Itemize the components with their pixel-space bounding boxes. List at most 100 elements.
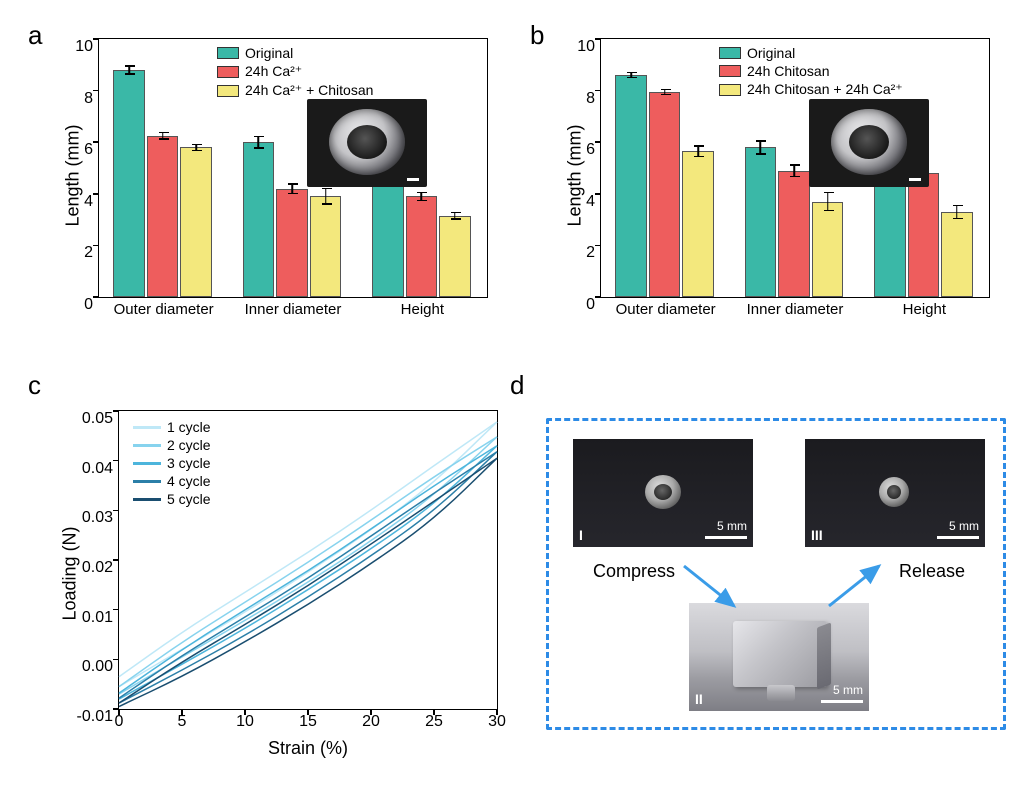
barchart-b: Length (mm) 0246810Outer diameterInner d… xyxy=(600,38,990,298)
legend-label: 5 cycle xyxy=(167,491,211,507)
scalebar-III xyxy=(937,536,979,539)
inset-photo xyxy=(307,99,427,187)
legend-swatch xyxy=(217,47,239,59)
roman-II: II xyxy=(695,691,703,707)
bar xyxy=(649,92,681,297)
bar xyxy=(147,136,179,297)
xcat-label: Outer diameter xyxy=(99,297,228,318)
legend-label: 24h Chitosan xyxy=(747,63,830,79)
legend-label: 1 cycle xyxy=(167,419,211,435)
ytick: 6 xyxy=(84,141,99,159)
panel-d: d I 5 mm III 5 mm II xyxy=(510,370,1010,780)
ytick: 6 xyxy=(586,141,601,159)
label-compress: Compress xyxy=(593,561,675,582)
ytick: 0 xyxy=(84,296,99,314)
plot-area-c: -0.010.000.010.020.030.040.0505101520253… xyxy=(118,410,498,710)
bar xyxy=(615,75,647,297)
scalelabel-III: 5 mm xyxy=(949,519,979,533)
bar xyxy=(941,212,973,297)
label-release: Release xyxy=(899,561,965,582)
ylabel-b: Length (mm) xyxy=(565,107,586,227)
legend-swatch xyxy=(719,65,741,77)
legend: Original 24h Chitosan 24h Chitosan + 24h C… xyxy=(719,45,903,100)
legend-label: Original xyxy=(747,45,795,61)
ytick: 0 xyxy=(586,296,601,314)
legend-swatch xyxy=(719,47,741,59)
xlabel-c: Strain (%) xyxy=(118,738,498,759)
ytick: 4 xyxy=(84,193,99,211)
panel-label-d: d xyxy=(510,370,524,401)
legend-label: 24h Ca²⁺ xyxy=(245,63,302,80)
dashed-box-d: I 5 mm III 5 mm II 5 mm Compress Relea xyxy=(546,418,1006,730)
bar xyxy=(908,173,940,297)
panel-label-a: a xyxy=(28,20,42,51)
bar xyxy=(310,196,342,297)
ytick: 2 xyxy=(84,244,99,262)
legend-label: 24h Ca²⁺ + Chitosan xyxy=(245,82,373,99)
ytick: 8 xyxy=(84,90,99,108)
legend-label: 24h Chitosan + 24h Ca²⁺ xyxy=(747,81,903,98)
xcat-label: Outer diameter xyxy=(601,297,730,318)
ytick: -0.01 xyxy=(77,708,119,726)
legend-line xyxy=(133,498,161,501)
legend-line xyxy=(133,480,161,483)
ytick: 0.05 xyxy=(82,410,119,428)
legend-swatch xyxy=(719,84,741,96)
legend-swatch xyxy=(217,66,239,78)
plot-area-a: 0246810Outer diameterInner diameterHeigh… xyxy=(98,38,488,298)
xcat-label: Inner diameter xyxy=(228,297,357,318)
legend-line xyxy=(133,426,161,429)
ytick: 8 xyxy=(586,90,601,108)
bar xyxy=(276,189,308,297)
ytick: 2 xyxy=(586,244,601,262)
legend-line xyxy=(133,462,161,465)
scalelabel-I: 5 mm xyxy=(717,519,747,533)
ytick: 0.01 xyxy=(82,609,119,627)
sample-under xyxy=(767,685,795,701)
bar xyxy=(439,216,471,297)
panel-label-c: c xyxy=(28,370,41,401)
photo-I: I 5 mm xyxy=(573,439,753,547)
legend-label: 4 cycle xyxy=(167,473,211,489)
ylabel-c: Loading (N) xyxy=(60,501,81,621)
panel-b: b Length (mm) 0246810Outer diameterInner… xyxy=(530,20,1000,340)
arrow-compress xyxy=(679,561,749,621)
xcat-label: Height xyxy=(860,297,989,318)
bar xyxy=(406,196,438,297)
roman-I: I xyxy=(579,527,583,543)
xcat-label: Height xyxy=(358,297,487,318)
sample-ring-III xyxy=(879,477,909,507)
roman-III: III xyxy=(811,527,823,543)
ytick: 4 xyxy=(586,193,601,211)
sample-ring-I xyxy=(645,475,681,509)
ytick: 0.04 xyxy=(82,460,119,478)
photo-III: III 5 mm xyxy=(805,439,985,547)
xcat-label: Inner diameter xyxy=(730,297,859,318)
legend-c: 1 cycle2 cycle3 cycle4 cycle5 cycle xyxy=(133,419,211,509)
ytick: 0.00 xyxy=(82,658,119,676)
legend: Original 24h Ca²⁺ 24h Ca²⁺ + Chitosan xyxy=(217,45,373,101)
bar xyxy=(243,142,275,297)
bar xyxy=(745,147,777,297)
ylabel-a: Length (mm) xyxy=(63,107,84,227)
legend-label: Original xyxy=(245,45,293,61)
ytick: 0.02 xyxy=(82,559,119,577)
legend-swatch xyxy=(217,85,239,97)
panel-a: a Length (mm) 0246810Outer diameterInner… xyxy=(28,20,498,340)
bar xyxy=(682,151,714,297)
barchart-a: Length (mm) 0246810Outer diameterInner d… xyxy=(98,38,488,298)
inset-scalebar xyxy=(909,178,921,181)
bar xyxy=(812,202,844,297)
panel-label-b: b xyxy=(530,20,544,51)
ytick: 10 xyxy=(577,38,601,56)
linechart-c: Loading (N) -0.010.000.010.020.030.040.0… xyxy=(118,410,498,710)
ytick: 0.03 xyxy=(82,509,119,527)
metal-block-side xyxy=(817,622,831,689)
scalelabel-II: 5 mm xyxy=(833,683,863,697)
legend-label: 2 cycle xyxy=(167,437,211,453)
bar xyxy=(113,70,145,297)
scalebar-I xyxy=(705,536,747,539)
inset-photo xyxy=(809,99,929,187)
bar xyxy=(180,147,212,297)
panel-c: c Loading (N) -0.010.000.010.020.030.040… xyxy=(28,370,498,780)
